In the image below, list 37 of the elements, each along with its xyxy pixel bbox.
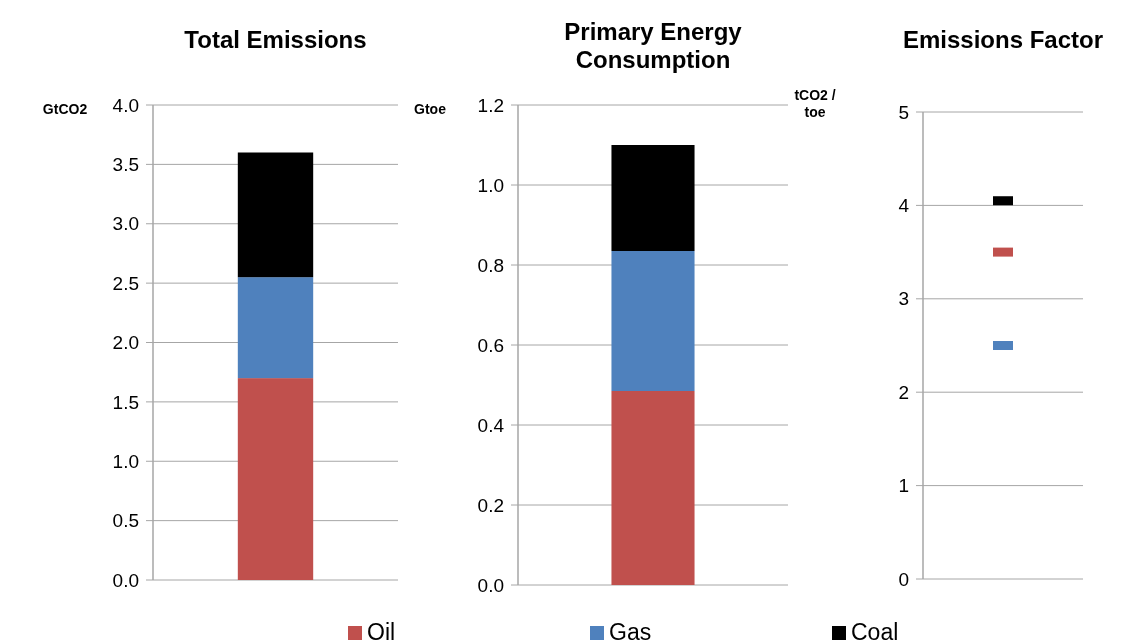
y-tick-label: 0.2 — [477, 494, 504, 516]
y-tick-label: 2 — [898, 381, 909, 403]
y-tick-label: 0.5 — [112, 510, 139, 532]
y-tick-label: 1 — [898, 475, 909, 497]
y-tick-label: 1.2 — [477, 94, 504, 116]
bar — [237, 277, 314, 379]
bar — [237, 378, 314, 580]
chart-title: Total Emissions — [184, 26, 367, 53]
y-tick-label: 0.0 — [477, 574, 504, 596]
legend-label: Gas — [609, 619, 652, 644]
y-tick-label: 1.0 — [477, 174, 504, 196]
bar — [611, 391, 695, 585]
y-tick-label: 4.0 — [112, 94, 139, 116]
y-tick-label: 0 — [898, 568, 909, 590]
y-tick-label: 2.0 — [112, 332, 139, 354]
bar — [611, 145, 695, 251]
y-tick-label: 1.5 — [112, 391, 139, 413]
y-tick-label: 3.5 — [112, 154, 139, 176]
y-tick-label: 0.8 — [477, 254, 504, 276]
bar — [611, 251, 695, 391]
bar — [237, 152, 314, 278]
y-tick-label: 0.4 — [477, 414, 505, 436]
y-tick-label: 1.0 — [112, 450, 139, 472]
y-axis-title: Gtoe — [414, 101, 447, 117]
y-tick-label: 0.6 — [477, 334, 504, 356]
y-tick-label: 3 — [898, 288, 909, 310]
y-tick-label: 4 — [898, 195, 910, 217]
chart-title: Emissions Factor — [902, 26, 1104, 53]
legend-label: Coal — [851, 619, 899, 644]
legend-label: Oil — [367, 619, 396, 644]
y-tick-label: 3.0 — [112, 213, 139, 235]
y-tick-label: 5 — [898, 101, 909, 123]
y-tick-label: 0.0 — [112, 569, 139, 591]
y-tick-label: 2.5 — [112, 272, 139, 294]
y-axis-title: tCO2 / toe — [794, 87, 836, 120]
chart-title: Primary Energy Consumption — [564, 18, 743, 73]
y-axis-title: GtCO2 — [42, 101, 88, 117]
